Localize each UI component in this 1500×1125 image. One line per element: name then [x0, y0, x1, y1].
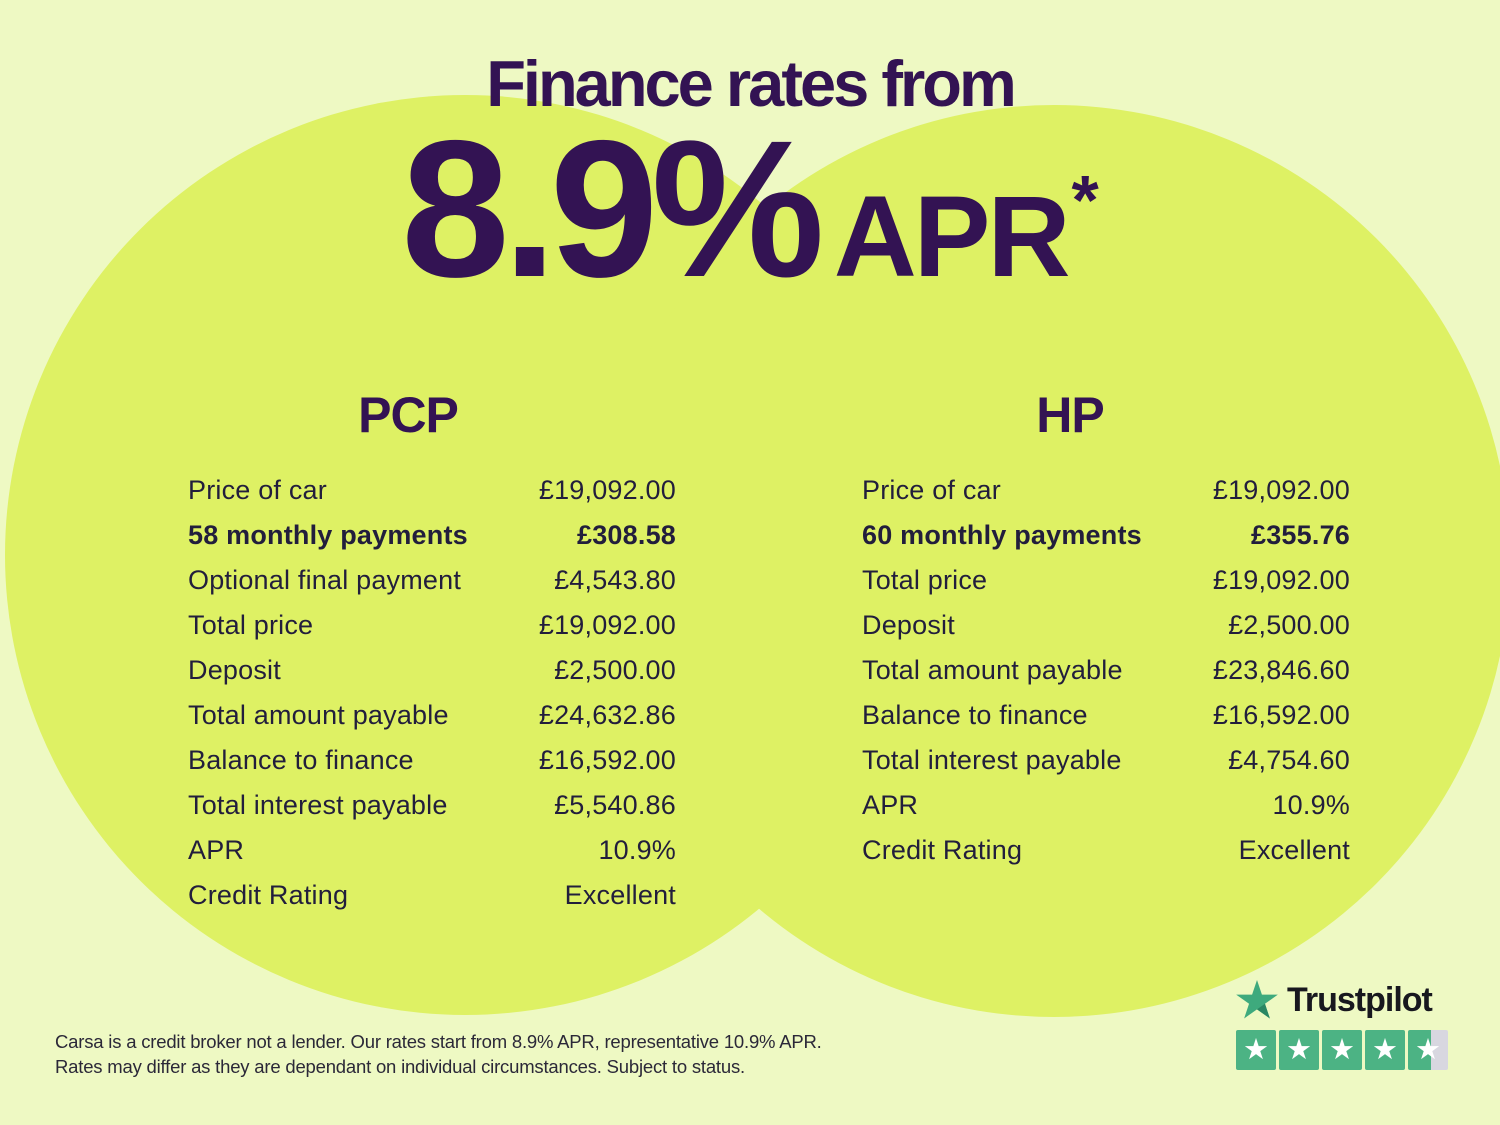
row-label: APR [188, 835, 245, 865]
row-label: Deposit [862, 610, 955, 640]
table-row-credit-rating: Credit Rating Excellent [862, 828, 1350, 873]
row-label: Balance to finance [862, 700, 1088, 730]
row-value: £16,592.00 [1212, 700, 1350, 730]
hero-rate: 8.9% APR * [0, 112, 1500, 307]
row-label: Credit Rating [188, 880, 349, 910]
table-row-price-of-car: Price of car £19,092.00 [862, 468, 1350, 513]
rating-star-icon: ★ [1236, 1030, 1276, 1070]
table-row-monthly-payments: 58 monthly payments £308.58 [188, 513, 676, 558]
background-circle-right [598, 105, 1500, 1017]
row-label: 60 monthly payments [862, 520, 1142, 550]
table-row-balance-to-finance: Balance to finance £16,592.00 [862, 693, 1350, 738]
trustpilot-rating-stars: ★ ★ ★ ★ ★ [1236, 1030, 1448, 1070]
disclaimer-line-2: Rates may differ as they are dependant o… [55, 1056, 745, 1077]
table-row-balance-to-finance: Balance to finance £16,592.00 [188, 738, 676, 783]
hero-asterisk: * [1071, 161, 1099, 239]
table-row-credit-rating: Credit Rating Excellent [188, 873, 676, 918]
row-value: £19,092.00 [1212, 565, 1350, 595]
row-label: Total interest payable [862, 745, 1122, 775]
hp-table-title: HP [1036, 387, 1104, 443]
row-value: £19,092.00 [538, 610, 676, 640]
row-value: £4,754.60 [1228, 745, 1350, 775]
table-row-total-interest-payable: Total interest payable £4,754.60 [862, 738, 1350, 783]
trustpilot-widget: Trustpilot ★ ★ ★ ★ ★ [1236, 980, 1448, 1070]
row-label: Total amount payable [862, 655, 1123, 685]
trustpilot-brand-name: Trustpilot [1287, 980, 1433, 1019]
row-value: Excellent [1238, 835, 1350, 865]
row-label: Price of car [188, 475, 327, 505]
row-value: 10.9% [598, 835, 676, 865]
table-row-apr: APR 10.9% [862, 783, 1350, 828]
row-value: £355.76 [1251, 520, 1350, 550]
table-row-total-interest-payable: Total interest payable £5,540.86 [188, 783, 676, 828]
table-row-price-of-car: Price of car £19,092.00 [188, 468, 676, 513]
row-value: £16,592.00 [538, 745, 676, 775]
row-value: Excellent [564, 880, 676, 910]
rating-star-icon: ★ [1322, 1030, 1362, 1070]
table-row-apr: APR 10.9% [188, 828, 676, 873]
disclaimer-line-1: Carsa is a credit broker not a lender. O… [55, 1031, 822, 1052]
row-value: £24,632.86 [538, 700, 676, 730]
row-label: 58 monthly payments [188, 520, 468, 550]
page-title: Finance rates from [486, 47, 1017, 120]
table-row-deposit: Deposit £2,500.00 [862, 603, 1350, 648]
pcp-finance-table: PCP Price of car £19,092.00 58 monthly p… [188, 390, 676, 918]
row-value: £19,092.00 [538, 475, 676, 505]
hp-finance-table: HP Price of car £19,092.00 60 monthly pa… [862, 390, 1350, 873]
pcp-table-rows: Price of car £19,092.00 58 monthly payme… [188, 390, 676, 918]
row-label: Total price [188, 610, 314, 640]
row-value: 10.9% [1272, 790, 1350, 820]
hero-rate-value: 8.9% [401, 100, 824, 318]
row-value: £2,500.00 [554, 655, 676, 685]
row-label: APR [862, 790, 919, 820]
row-label: Optional final payment [188, 565, 462, 595]
table-row-total-price: Total price £19,092.00 [188, 603, 676, 648]
rating-star-icon: ★ [1365, 1030, 1405, 1070]
row-value: £19,092.00 [1212, 475, 1350, 505]
row-value: £23,846.60 [1212, 655, 1350, 685]
hero-rate-unit: APR [833, 173, 1071, 301]
table-row-total-amount-payable: Total amount payable £23,846.60 [862, 648, 1350, 693]
trustpilot-star-icon [1236, 980, 1278, 1019]
pcp-table-title: PCP [358, 387, 459, 443]
table-row-total-price: Total price £19,092.00 [862, 558, 1350, 603]
rating-star-partial-icon: ★ [1408, 1030, 1448, 1070]
disclaimer-text: Carsa is a credit broker not a lender. O… [55, 1029, 822, 1079]
table-row-deposit: Deposit £2,500.00 [188, 648, 676, 693]
row-value: £4,543.80 [554, 565, 676, 595]
hp-table-rows: Price of car £19,092.00 60 monthly payme… [862, 390, 1350, 873]
row-value: £5,540.86 [554, 790, 676, 820]
row-label: Price of car [862, 475, 1001, 505]
table-row-total-amount-payable: Total amount payable £24,632.86 [188, 693, 676, 738]
row-label: Balance to finance [188, 745, 414, 775]
table-row-monthly-payments: 60 monthly payments £355.76 [862, 513, 1350, 558]
row-label: Credit Rating [862, 835, 1023, 865]
row-label: Deposit [188, 655, 281, 685]
row-label: Total interest payable [188, 790, 448, 820]
row-value: £2,500.00 [1228, 610, 1350, 640]
rating-star-icon: ★ [1279, 1030, 1319, 1070]
row-label: Total amount payable [188, 700, 449, 730]
row-value: £308.58 [577, 520, 676, 550]
table-row-optional-final-payment: Optional final payment £4,543.80 [188, 558, 676, 603]
row-label: Total price [862, 565, 988, 595]
trustpilot-logo: Trustpilot [1236, 980, 1448, 1020]
